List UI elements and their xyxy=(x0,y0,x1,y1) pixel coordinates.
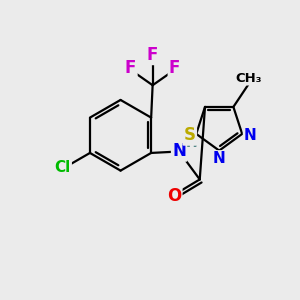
Text: F: F xyxy=(125,59,136,77)
Text: N: N xyxy=(213,151,226,166)
Text: O: O xyxy=(167,187,181,205)
Text: F: F xyxy=(169,59,180,77)
Text: H: H xyxy=(186,136,197,150)
Text: N: N xyxy=(244,128,257,143)
Text: N: N xyxy=(172,142,186,160)
Text: CH₃: CH₃ xyxy=(236,72,262,85)
Text: Cl: Cl xyxy=(55,160,71,175)
Text: S: S xyxy=(184,126,196,144)
Text: F: F xyxy=(147,46,158,64)
